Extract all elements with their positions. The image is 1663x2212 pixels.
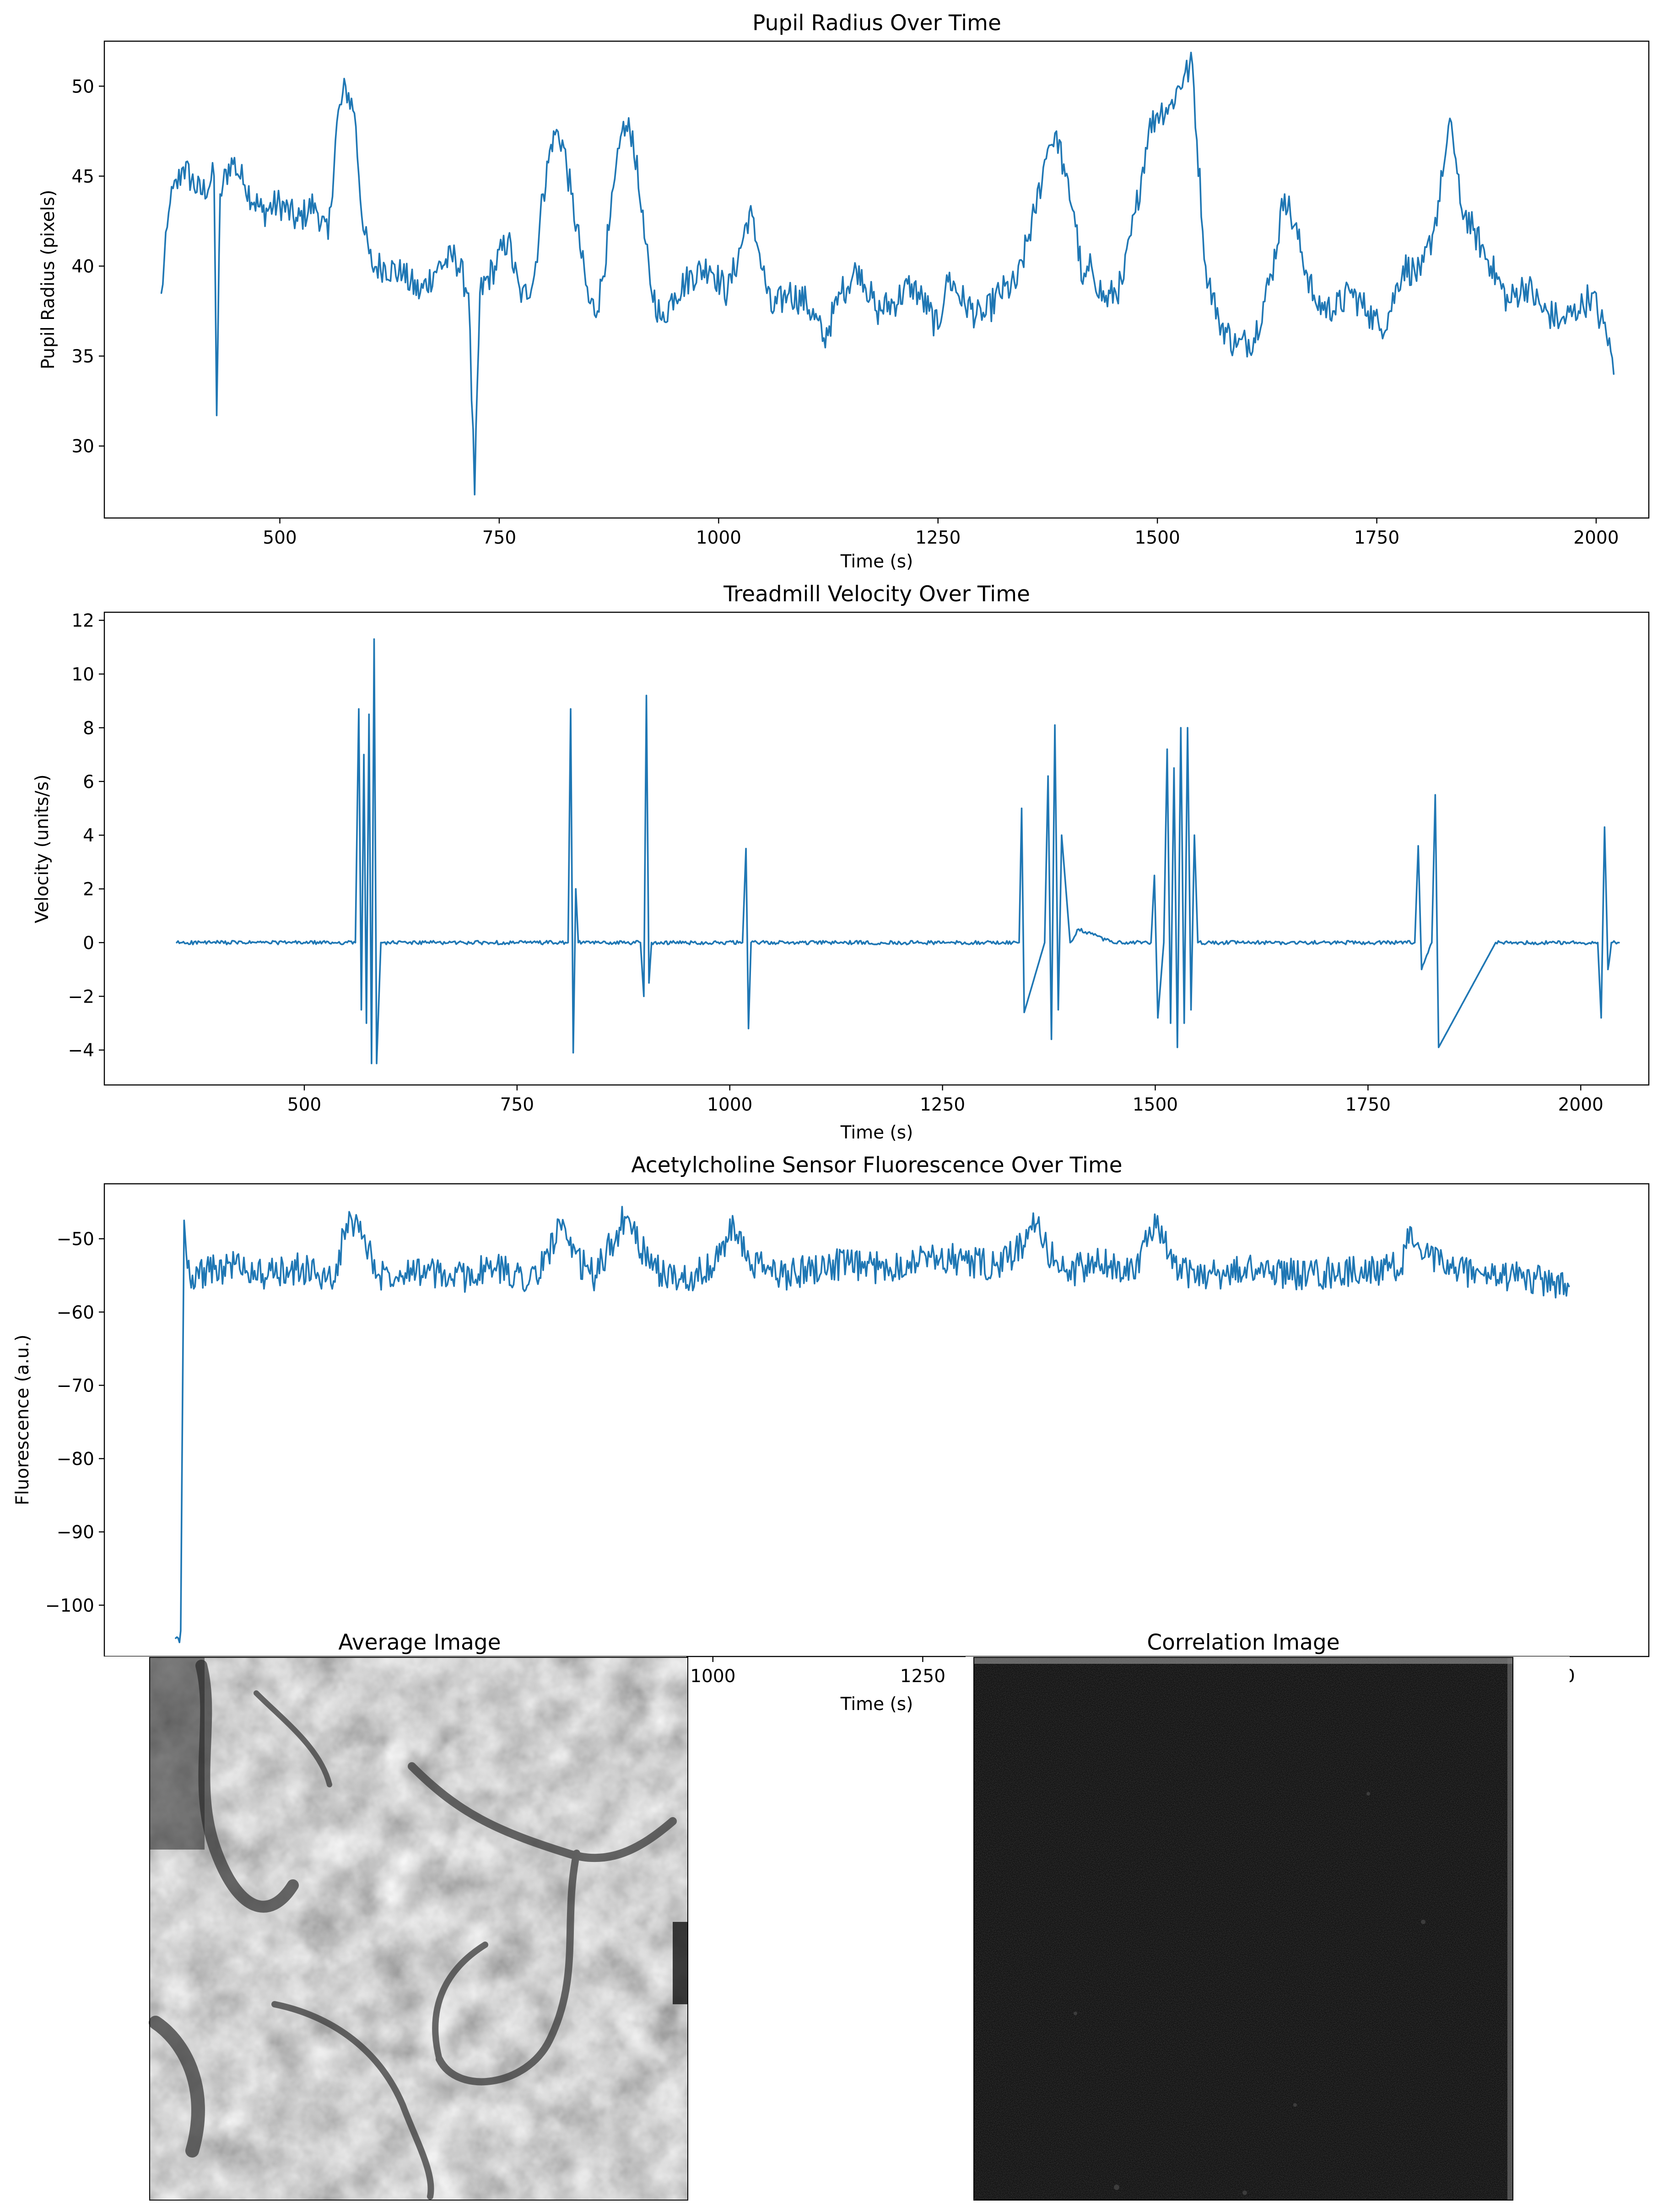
- correlation-image-title: Correlation Image: [1147, 1630, 1339, 1655]
- velocity-x-tick-label: 1250: [920, 1095, 965, 1115]
- fluorescence-x-axis-label: Time (s): [840, 1694, 913, 1715]
- fluorescence-plot-frame: [103, 1183, 1650, 1657]
- pupil-y-tick-label: 50: [71, 76, 94, 97]
- velocity-x-tick-label: 500: [287, 1095, 321, 1115]
- velocity-y-tick-label: 10: [71, 664, 94, 685]
- velocity-x-axis-label: Time (s): [840, 1122, 913, 1143]
- pupil-series-line: [160, 52, 1615, 496]
- average-image-title: Average Image: [338, 1630, 501, 1655]
- velocity-y-tick-label: 4: [83, 825, 94, 846]
- correlation-image-top-edge: [974, 1657, 1513, 1664]
- velocity-x-tick-label: 750: [500, 1095, 534, 1115]
- average-image-vessels: [149, 1660, 677, 2200]
- fluorescence-title: Acetylcholine Sensor Fluorescence Over T…: [631, 1153, 1122, 1178]
- pupil-title: Pupil Radius Over Time: [752, 11, 1001, 36]
- velocity-panel: Treadmill Velocity Over Time 500 750 1000 1…: [32, 582, 1650, 1143]
- fluorescence-y-tick-label: −100: [45, 1596, 94, 1616]
- velocity-x-tick-label: 1000: [707, 1095, 752, 1115]
- pupil-x-tick-label: 2000: [1573, 528, 1619, 548]
- fluorescence-x-tick-label: 1000: [690, 1666, 735, 1687]
- average-image-shadow-right: [673, 1922, 688, 2004]
- pupil-x-tick-label: 500: [263, 528, 297, 548]
- velocity-y-tick-label: 0: [83, 933, 94, 954]
- velocity-y-tick-label: 6: [83, 772, 94, 793]
- fluorescence-x-tick-label: 1250: [900, 1666, 945, 1687]
- velocity-x-tick-label: 2000: [1558, 1095, 1604, 1115]
- pupil-x-tick-label: 1250: [915, 528, 961, 548]
- fluorescence-y-tick-label: −50: [57, 1229, 94, 1250]
- velocity-y-tick-label: −4: [68, 1041, 95, 1061]
- average-image: [150, 1657, 688, 2200]
- average-image-panel: Average Image: [92, 1630, 688, 2201]
- pupil-y-tick-label: 30: [71, 437, 94, 457]
- correlation-image-bright-spots: [1074, 1792, 1425, 2195]
- fluorescence-series-line: [175, 1206, 1570, 1643]
- correlation-image-frame: [973, 1657, 1513, 2201]
- velocity-x-tick-label: 1750: [1345, 1095, 1391, 1115]
- velocity-y-tick-label: 8: [83, 718, 94, 739]
- pupil-x-axis-label: Time (s): [840, 551, 913, 572]
- velocity-y-tick-label: 12: [71, 611, 94, 631]
- fluorescence-panel: Acetylcholine Sensor Fluorescence Over T…: [12, 1153, 1650, 1715]
- fluorescence-y-tick-label: −90: [57, 1522, 94, 1543]
- velocity-ticks: 500 750 1000 1250 1500 1750 2000 −4 −2 0 2 4 6 8 10 12: [68, 611, 1604, 1115]
- pupil-y-tick-label: 35: [71, 346, 94, 367]
- pupil-y-axis-label: Pupil Radius (pixels): [38, 190, 59, 370]
- pupil-y-tick-label: 45: [71, 167, 94, 187]
- pupil-x-tick-label: 1000: [696, 528, 741, 548]
- pupil-panel: Pupil Radius Over Time 500 750 1000 1250 150…: [38, 11, 1650, 572]
- correlation-image-speckle: [974, 1657, 1513, 2200]
- velocity-y-axis-label: Velocity (units/s): [32, 774, 53, 923]
- pupil-x-tick-label: 1750: [1354, 528, 1399, 548]
- fluorescence-y-tick-label: −60: [57, 1302, 94, 1323]
- velocity-y-tick-label: 2: [83, 879, 94, 900]
- correlation-image-right-edge: [1507, 1657, 1513, 2200]
- average-image-shadow-left: [150, 1657, 205, 1850]
- velocity-x-tick-label: 1500: [1133, 1095, 1178, 1115]
- pupil-x-tick-label: 750: [482, 528, 516, 548]
- correlation-image-panel: Correlation Image: [966, 1630, 1570, 2201]
- pupil-plot-frame: [103, 40, 1650, 519]
- velocity-title: Treadmill Velocity Over Time: [723, 582, 1030, 607]
- fluorescence-ticks: 100012502000−100−90−80−70−60−50: [45, 1229, 1575, 1687]
- pupil-ticks: 500 750 1000 1250 1500 1750 2000 30 35 40 45 50: [71, 76, 1619, 548]
- velocity-plot-frame: [103, 611, 1650, 1086]
- velocity-series-line: [176, 638, 1620, 1064]
- fluorescence-y-axis-label: Fluorescence (a.u.): [12, 1334, 33, 1505]
- fluorescence-y-tick-label: −70: [57, 1376, 94, 1396]
- pupil-x-tick-label: 1500: [1135, 528, 1180, 548]
- velocity-y-tick-label: −2: [68, 987, 95, 1007]
- average-image-frame: [149, 1657, 688, 2201]
- fluorescence-y-tick-label: −80: [57, 1449, 94, 1470]
- pupil-y-tick-label: 40: [71, 257, 94, 277]
